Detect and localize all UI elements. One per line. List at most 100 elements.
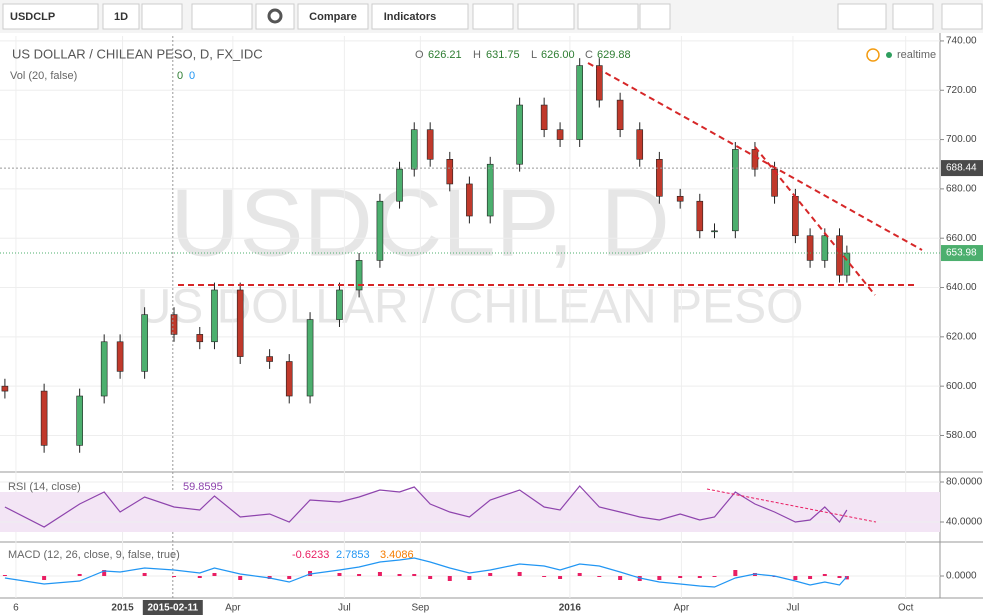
candle-body — [1, 385, 9, 392]
series-title: US DOLLAR / CHILEAN PESO, D, FX_IDC — [12, 46, 263, 61]
histogram-bar — [822, 574, 827, 576]
ohlc-key: H — [473, 49, 481, 61]
load-button[interactable] — [941, 3, 983, 30]
y-tick-label: 740.00 — [946, 36, 977, 47]
histogram-bar — [657, 576, 662, 580]
histogram-bar — [397, 574, 402, 576]
y-tick-label: 600.00 — [946, 381, 977, 392]
warning-icon[interactable] — [866, 48, 880, 62]
x-tick-label: 6 — [13, 603, 19, 614]
candle-body — [792, 195, 799, 237]
histogram-bar — [542, 576, 547, 577]
candle-body — [636, 129, 644, 160]
histogram-bar — [678, 576, 683, 578]
save-button[interactable] — [892, 3, 934, 30]
alert-button[interactable] — [472, 3, 514, 30]
chart-style-button[interactable] — [191, 3, 253, 30]
candle-body — [806, 235, 814, 261]
settings-button[interactable] — [255, 3, 295, 30]
histogram-bar — [577, 573, 582, 576]
candle-body — [211, 289, 218, 343]
interval: 1D — [114, 11, 128, 23]
candle-body — [336, 289, 343, 320]
pane-value: 59.8595 — [183, 481, 223, 493]
candle-body — [576, 65, 583, 140]
ohlc-value: 626.00 — [541, 49, 575, 61]
x-tick-label: Apr — [674, 603, 690, 614]
candle-body — [376, 200, 384, 261]
histogram-bar — [447, 576, 452, 581]
volume-value: 0 — [177, 70, 183, 82]
x-tick-label: 2016 — [559, 603, 582, 614]
y-tick-label: 40.0000 — [946, 517, 983, 528]
histogram-bar — [517, 572, 522, 576]
histogram-bar — [77, 574, 82, 576]
rsi-trend-line — [706, 488, 877, 523]
histogram-bar — [488, 573, 493, 576]
indicators-label: Indicators — [384, 11, 437, 23]
histogram-bar — [212, 573, 217, 576]
candle-body — [306, 319, 314, 397]
fullscreen-button[interactable] — [639, 3, 671, 30]
menu-button[interactable] — [141, 3, 183, 30]
pane-title: RSI (14, close) — [8, 481, 81, 493]
y-tick-label: 0.0000 — [946, 571, 977, 582]
histogram-bar — [844, 576, 849, 580]
candle-body — [426, 129, 434, 160]
ohlc-value: 631.75 — [486, 49, 520, 61]
histogram-bar — [428, 576, 433, 579]
candle-body — [100, 341, 108, 397]
ohlc-key: L — [531, 49, 537, 61]
indicators-button[interactable] — [371, 3, 469, 30]
histogram-bar — [337, 573, 342, 576]
last-price-box — [941, 245, 983, 262]
candle-body — [285, 361, 293, 397]
candle-body — [446, 158, 454, 185]
candle-body — [170, 314, 178, 335]
y-tick-label: 620.00 — [946, 331, 977, 342]
histogram-bar — [558, 576, 563, 579]
candle-body — [116, 341, 124, 372]
interval-button[interactable] — [102, 3, 140, 30]
y-tick-label: 680.00 — [946, 184, 977, 195]
histogram-bar — [733, 570, 738, 576]
ohlc-key: C — [585, 49, 593, 61]
histogram-bar — [697, 576, 702, 578]
layout-button[interactable] — [837, 3, 887, 30]
pane-value: -0.6233 — [292, 549, 329, 561]
y-tick-label: 80.0000 — [946, 477, 983, 488]
trend-line — [754, 146, 876, 296]
ohlc-value: 629.88 — [597, 49, 631, 61]
idea-button[interactable] — [517, 3, 575, 30]
candle-body — [656, 158, 663, 197]
candle-body — [616, 99, 624, 131]
rsi-band — [0, 492, 940, 532]
histogram-bar — [808, 576, 813, 579]
candle-body — [696, 200, 704, 232]
candle-body — [40, 390, 48, 446]
compare-button[interactable] — [297, 3, 369, 30]
candle-body — [396, 168, 403, 202]
histogram-bar — [2, 575, 7, 576]
undo-redo-button[interactable] — [577, 3, 639, 30]
histogram-bar — [837, 576, 842, 578]
candle-body — [196, 334, 204, 343]
x-tick-label: Jul — [787, 603, 800, 614]
x-tick-label: Apr — [225, 603, 241, 614]
candle-body — [236, 289, 244, 357]
candle-body — [76, 395, 83, 446]
candle-body — [676, 195, 684, 202]
compare-label: Compare — [309, 11, 357, 23]
histogram-bar — [287, 576, 292, 579]
x-tick-label: Sep — [411, 603, 429, 614]
candle-body — [556, 129, 564, 140]
x-tick-label: Oct — [898, 603, 914, 614]
volume-title: Vol (20, false) — [10, 70, 77, 82]
y-tick-label: 720.00 — [946, 85, 977, 96]
candle-body — [466, 183, 473, 217]
symbol-box[interactable] — [2, 3, 99, 30]
candle-body — [711, 230, 718, 233]
candle-body — [821, 235, 829, 261]
gear-icon — [267, 8, 283, 24]
